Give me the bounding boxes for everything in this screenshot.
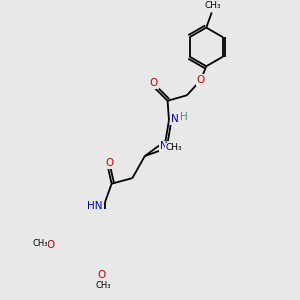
Text: CH₃: CH₃ (96, 281, 111, 290)
Text: O: O (98, 270, 106, 280)
Text: CH₃: CH₃ (32, 239, 48, 248)
Text: O: O (47, 240, 55, 250)
Text: N: N (160, 141, 168, 152)
Text: CH₃: CH₃ (166, 143, 182, 152)
Text: CH₃: CH₃ (205, 1, 221, 10)
Text: O: O (106, 158, 114, 168)
Text: N: N (171, 114, 178, 124)
Text: HN: HN (87, 201, 103, 211)
Text: H: H (180, 112, 188, 122)
Text: O: O (150, 78, 158, 88)
Text: O: O (196, 75, 205, 85)
